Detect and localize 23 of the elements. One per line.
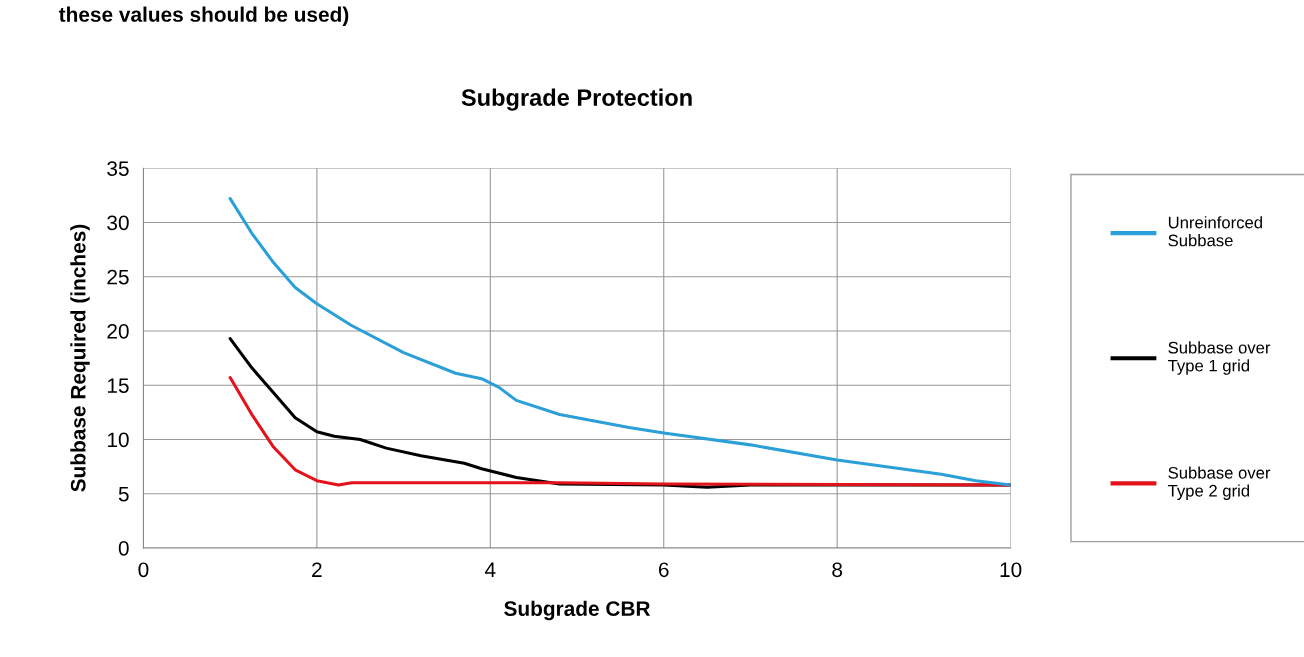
y-tick-label: 30 [107, 215, 129, 231]
y-tick-label: 5 [118, 486, 129, 502]
y-tick-label: 20 [107, 323, 129, 339]
y-tick-label: 10 [107, 432, 129, 448]
legend-label: Unreinforced Subbase [1168, 216, 1262, 247]
text: these values should be used) [58, 6, 349, 26]
legend-label: Subbase over Type 2 grid [1168, 466, 1271, 500]
x-tick-label: 0 [138, 562, 149, 578]
x-tick-label: 8 [832, 562, 843, 578]
line-series [228, 197, 1011, 487]
y-axis-title: Subbase Required (inches) [70, 224, 90, 492]
line-series [228, 376, 1011, 487]
x-tick-label: 4 [484, 562, 496, 577]
y-tick-label: 35 [107, 161, 129, 176]
y-tick-label: 25 [107, 269, 129, 285]
x-tick-label: 6 [659, 562, 669, 578]
chart-title: Subgrade Protection [461, 88, 692, 111]
x-tick-label: 10 [1000, 562, 1022, 578]
x-axis-title: Subgrade CBR [504, 600, 651, 621]
y-tick-label: 0 [118, 540, 129, 556]
y-tick-label: 15 [107, 378, 129, 393]
legend-label: Subbase over Type 1 grid [1168, 341, 1271, 375]
x-tick-label: 2 [312, 562, 322, 577]
